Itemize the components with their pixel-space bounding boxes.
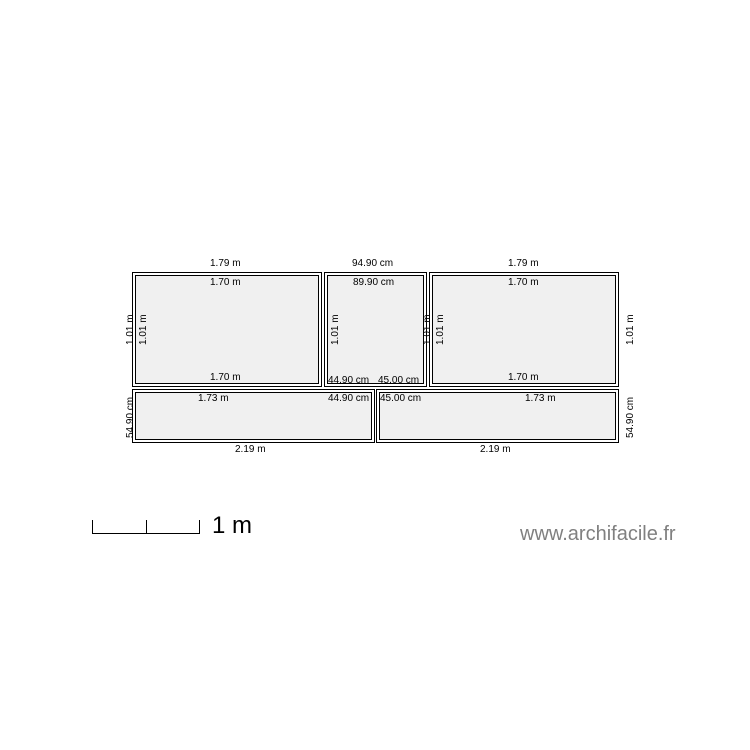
dim-bot-right-bottom: 2.19 m [480, 444, 511, 455]
room-top-center [327, 275, 424, 384]
dim-row1-left-outer: 1.01 m [125, 314, 136, 345]
dim-mid-right: 1.70 m [508, 372, 539, 383]
watermark: www.archifacile.fr [520, 523, 676, 546]
dim-row2-right-outer: 54.90 cm [625, 397, 636, 438]
dim-row1-right-inner: 1.01 m [435, 314, 446, 345]
room-top-right [432, 275, 616, 384]
dim-row1-right-outer: 1.01 m [625, 314, 636, 345]
room-top-left [135, 275, 319, 384]
dim-bot-right-top: 1.73 m [525, 393, 556, 404]
dim-row1-c-right: 1.01 m [422, 314, 433, 345]
dim-mid-center-left: 44.90 cm [328, 375, 369, 386]
dim-top-center-outer: 94.90 cm [352, 258, 393, 269]
dim-top-right-inner: 1.70 m [508, 277, 539, 288]
dim-bot-center-left: 44.90 cm [328, 393, 369, 404]
dim-row1-c-left: 1.01 m [330, 314, 341, 345]
floor-plan-canvas: 1.79 m 94.90 cm 1.79 m 1.70 m 89.90 cm 1… [0, 0, 750, 750]
dim-top-left-inner: 1.70 m [210, 277, 241, 288]
dim-top-right-outer: 1.79 m [508, 258, 539, 269]
scale-bar [92, 520, 200, 534]
dim-mid-center-right: 45.00 cm [378, 375, 419, 386]
dim-row1-left-inner: 1.01 m [138, 314, 149, 345]
dim-row2-left-outer: 54.90 cm [125, 397, 136, 438]
dim-top-center-inner: 89.90 cm [353, 277, 394, 288]
dim-bot-left-bottom: 2.19 m [235, 444, 266, 455]
dim-mid-left: 1.70 m [210, 372, 241, 383]
dim-top-left-outer: 1.79 m [210, 258, 241, 269]
scale-label: 1 m [212, 512, 252, 540]
dim-bot-center-right: 45.00 cm [380, 393, 421, 404]
dim-bot-left-top: 1.73 m [198, 393, 229, 404]
